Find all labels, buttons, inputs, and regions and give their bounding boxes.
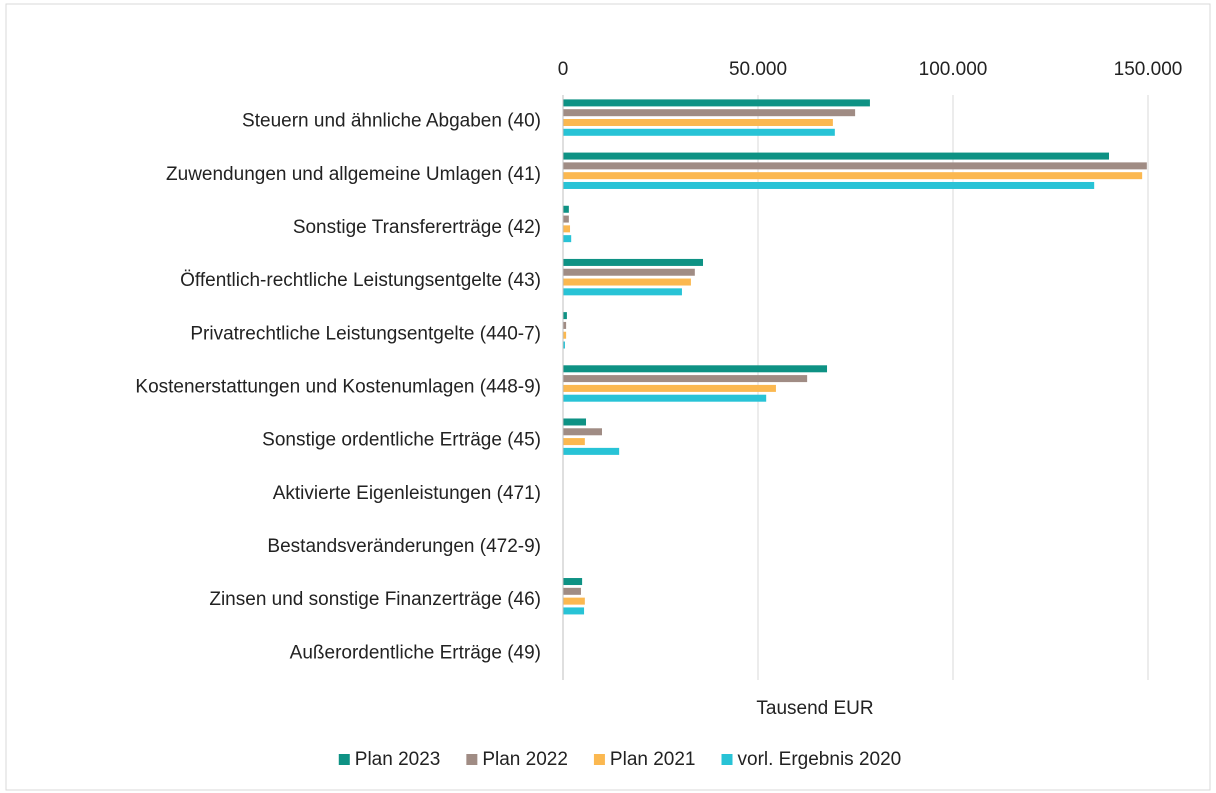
bar [563, 447, 620, 455]
y-tick-label: Sonstige ordentliche Erträge (45) [262, 430, 541, 451]
y-tick-label: Kostenerstattungen und Kostenumlagen (44… [135, 377, 541, 398]
bar [563, 152, 1109, 160]
bar [563, 162, 1147, 170]
bar [563, 109, 856, 117]
bar [563, 118, 833, 126]
bar [563, 312, 567, 320]
bar [563, 205, 569, 213]
bar [563, 321, 567, 329]
legend-marker [338, 754, 350, 765]
bar [563, 341, 565, 349]
y-tick-label: Öffentlich-rechtliche Leistungsentgelte … [180, 270, 541, 291]
bar [563, 288, 682, 296]
legend-label: Plan 2021 [610, 749, 696, 770]
y-tick-label: Außerordentliche Erträge (49) [290, 642, 541, 663]
bar [563, 99, 870, 107]
legend-label: Plan 2022 [482, 749, 568, 770]
bar [563, 365, 828, 373]
legend-label: Plan 2023 [355, 749, 441, 770]
y-tick-label: Aktivierte Eigenleistungen (471) [273, 483, 541, 504]
bar [563, 394, 767, 402]
y-tick-label: Privatrechtliche Leistungsentgelte (440-… [190, 323, 541, 344]
bar [563, 428, 602, 436]
bar [563, 128, 835, 136]
bar [563, 235, 572, 243]
bar [563, 418, 587, 426]
legend-marker [721, 754, 733, 765]
bar [563, 225, 571, 233]
legend-marker [466, 754, 478, 765]
legend-marker [593, 754, 605, 765]
x-tick-label: 100.000 [919, 59, 988, 80]
y-tick-label: Zuwendungen und allgemeine Umlagen (41) [166, 164, 541, 185]
bar [563, 607, 585, 615]
bar [563, 438, 585, 446]
y-tick-label: Sonstige Transfererträge (42) [293, 217, 541, 238]
bar [563, 587, 581, 595]
bar [563, 181, 1095, 189]
bar [563, 215, 569, 223]
bar [563, 268, 695, 276]
y-tick-label: Steuern und ähnliche Abgaben (40) [242, 111, 541, 132]
bar [563, 597, 585, 605]
x-tick-label: 150.000 [1114, 59, 1183, 80]
bar [563, 578, 583, 586]
bar [563, 331, 567, 339]
y-tick-label: Bestandsveränderungen (472-9) [267, 536, 541, 557]
bar [563, 258, 704, 266]
y-tick-label: Zinsen und sonstige Finanzerträge (46) [209, 589, 541, 610]
x-tick-label: 50.000 [729, 59, 787, 80]
bar [563, 375, 808, 383]
bar [563, 278, 691, 286]
x-axis-title: Tausend EUR [756, 698, 873, 719]
bar [563, 172, 1143, 180]
x-tick-label: 0 [558, 59, 569, 80]
bar [563, 384, 776, 392]
legend-label: vorl. Ergebnis 2020 [738, 749, 902, 770]
